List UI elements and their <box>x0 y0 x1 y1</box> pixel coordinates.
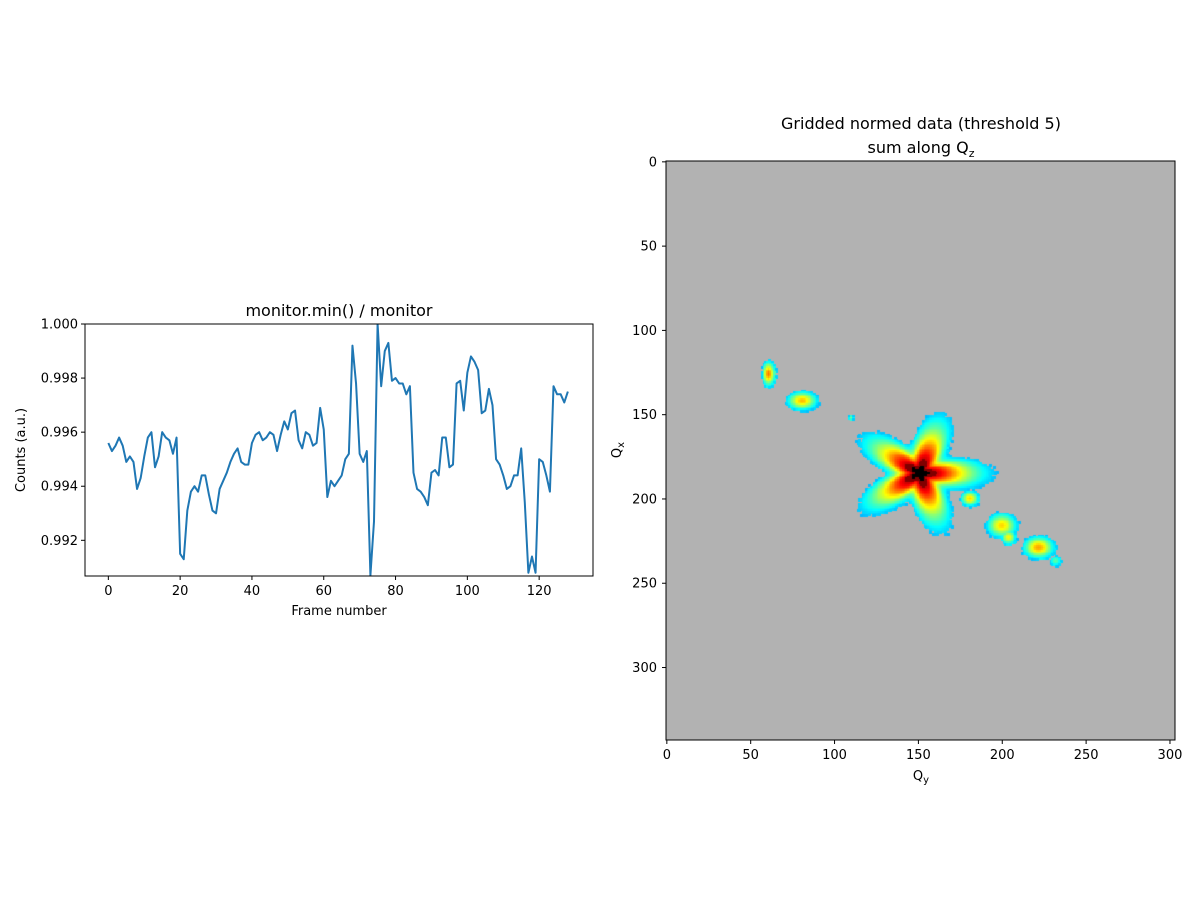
right-subtitle-subscript: z <box>969 147 975 160</box>
right-xlabel-main: Q <box>913 769 923 784</box>
right-plot-frame <box>665 160 1176 741</box>
left-y-axis-label: Counts (a.u.) <box>14 408 29 492</box>
right-y-tick-label: 150 <box>632 408 657 423</box>
left-x-ticks: 0 20 40 60 80 100 120 <box>104 576 552 599</box>
left-x-tick-label: 20 <box>172 584 189 599</box>
left-y-tick-label: 0.998 <box>41 372 78 387</box>
right-y-tick-label: 100 <box>632 324 657 339</box>
right-ylabel-main: Q <box>610 448 625 458</box>
right-subtitle-main: sum along Q <box>868 138 969 157</box>
right-y-axis-label: Qx <box>610 442 627 458</box>
left-y-tick-label: 0.994 <box>41 480 78 495</box>
right-y-tick-label: 200 <box>632 492 657 507</box>
left-x-tick-label: 0 <box>104 584 112 599</box>
left-x-tick-label: 120 <box>527 584 552 599</box>
heatmap-image-container <box>666 161 1175 740</box>
left-y-ticks: 0.992 0.994 0.996 0.998 1.000 <box>41 318 85 549</box>
left-chart-title: monitor.min() / monitor <box>245 301 432 320</box>
left-x-tick-label: 100 <box>455 584 480 599</box>
left-y-tick-label: 1.000 <box>41 318 78 333</box>
right-y-ticks: 0 50 100 150 200 250 300 <box>632 155 666 676</box>
right-x-axis-label: Qy <box>913 769 929 786</box>
right-y-tick-label: 50 <box>640 240 657 255</box>
right-x-ticks: 0 50 100 150 200 250 300 <box>663 740 1183 763</box>
left-x-tick-label: 40 <box>244 584 261 599</box>
left-x-tick-label: 60 <box>315 584 332 599</box>
monitor-line-chart: monitor.min() / monitor 0.9920.9940.9960… <box>14 301 594 619</box>
right-x-tick-label: 250 <box>1074 748 1099 763</box>
left-y-tick-label: 0.996 <box>41 426 78 441</box>
right-ylabel-subscript: x <box>616 442 627 448</box>
right-xlabel-subscript: y <box>923 775 929 786</box>
right-x-tick-label: 0 <box>663 748 671 763</box>
right-chart-subtitle: sum along Qz <box>868 138 975 160</box>
right-x-tick-label: 100 <box>822 748 847 763</box>
right-y-tick-label: 0 <box>649 155 657 170</box>
series-line <box>107 324 569 576</box>
left-x-axis-label: Frame number <box>291 604 387 619</box>
right-x-tick-label: 150 <box>906 748 931 763</box>
left-y-tick-label: 0.992 <box>41 534 78 549</box>
right-chart-title: Gridded normed data (threshold 5) <box>781 114 1061 133</box>
right-y-tick-label: 300 <box>632 661 657 676</box>
left-plot-frame <box>84 323 594 577</box>
heatmap-image <box>666 161 1175 740</box>
right-y-tick-label: 250 <box>632 577 657 592</box>
gridded-heatmap-chart: Gridded normed data (threshold 5) sum al… <box>610 114 1182 786</box>
left-x-tick-label: 80 <box>387 584 404 599</box>
right-x-tick-label: 200 <box>990 748 1015 763</box>
right-x-tick-label: 50 <box>742 748 759 763</box>
right-x-tick-label: 300 <box>1158 748 1183 763</box>
